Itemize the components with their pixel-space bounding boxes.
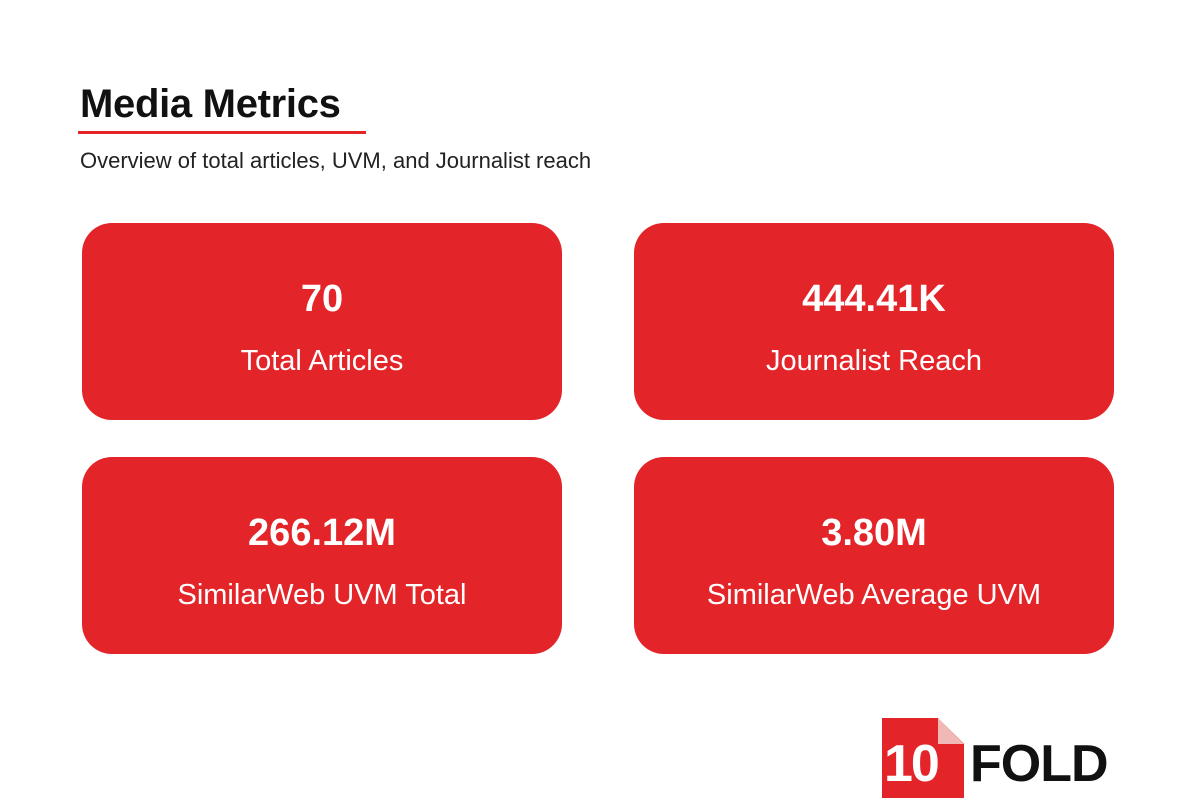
logo-fold-corner [938,718,964,744]
tenfold-logo: 10 FOLD [882,716,1122,798]
title-underline [78,131,366,134]
logo-number: 10 [884,735,940,793]
metric-value: 266.12M [248,512,396,554]
metric-label: SimilarWeb Average UVM [706,579,1042,611]
metric-label: Total Articles [240,345,404,377]
metric-label: Journalist Reach [766,345,982,377]
page-title: Media Metrics [80,82,341,126]
metric-card-average-uvm: 3.80M SimilarWeb Average UVM [634,457,1114,654]
metric-value: 3.80M [821,512,927,554]
logo-word: FOLD [970,735,1109,793]
metric-label: SimilarWeb UVM Total [177,579,467,611]
metric-value: 70 [300,278,344,320]
metric-value: 444.41K [802,278,946,320]
metric-card-journalist-reach: 444.41K Journalist Reach [634,223,1114,420]
metric-card-total-articles: 70 Total Articles [82,223,562,420]
page-subtitle: Overview of total articles, UVM, and Jou… [80,148,592,173]
metric-card-uvm-total: 266.12M SimilarWeb UVM Total [82,457,562,654]
